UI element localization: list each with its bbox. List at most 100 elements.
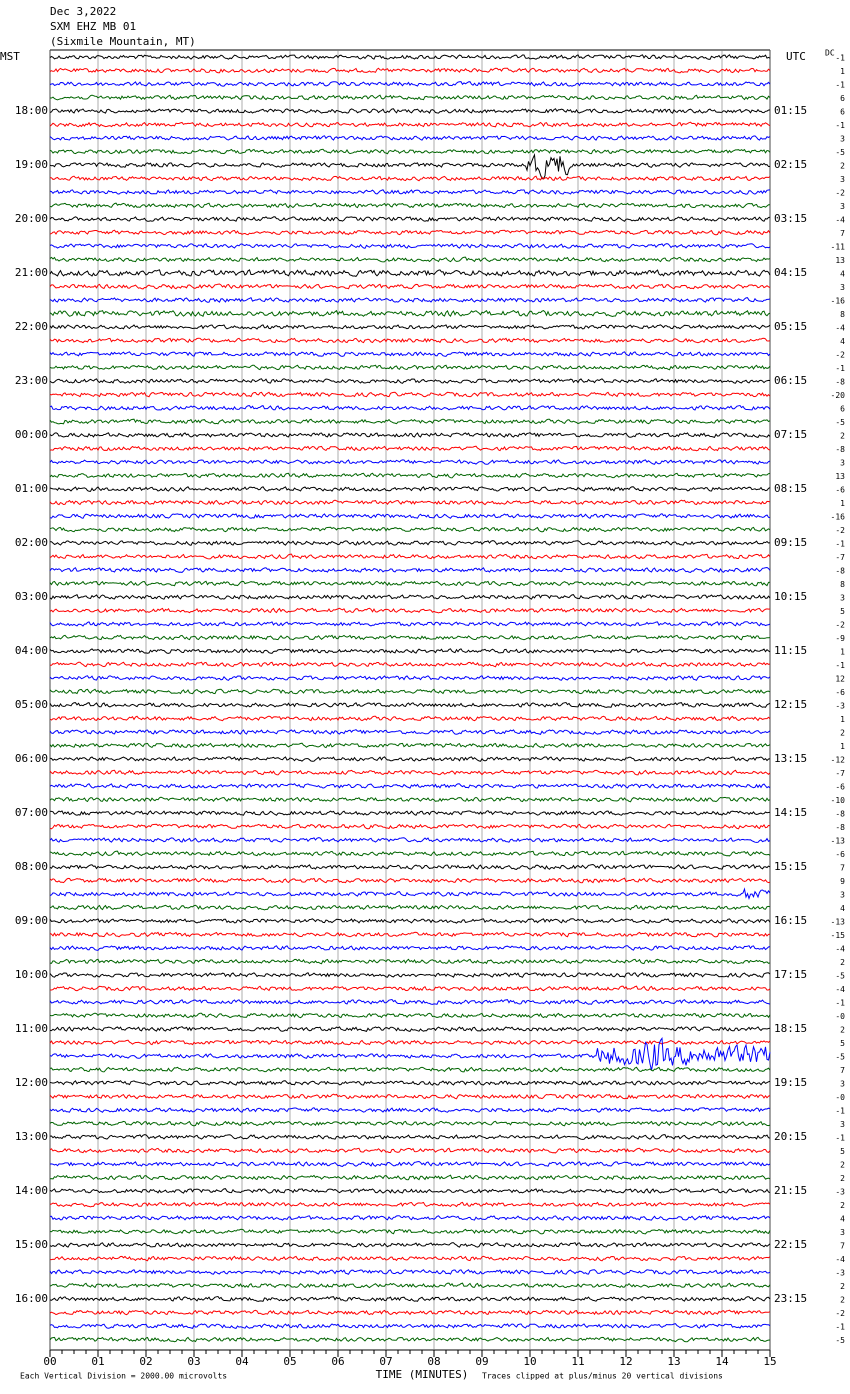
- dc-offset: -8: [835, 823, 845, 832]
- utc-label: 20:15: [774, 1130, 807, 1143]
- trace: [49, 297, 771, 303]
- trace: [49, 54, 771, 60]
- trace: [49, 850, 771, 857]
- trace: [49, 729, 771, 736]
- trace: [49, 1120, 771, 1127]
- dc-offset: 3: [840, 459, 845, 468]
- utc-label: 12:15: [774, 698, 807, 711]
- dc-offset: -1: [835, 121, 845, 130]
- x-axis-label: TIME (MINUTES): [376, 1368, 469, 1381]
- dc-offset: -2: [835, 189, 845, 198]
- dc-offset: 1: [840, 499, 845, 508]
- trace: [49, 823, 771, 830]
- mst-label: 15:00: [15, 1238, 48, 1251]
- dc-offset: -12: [831, 756, 846, 765]
- dc-offset: 7: [840, 864, 845, 873]
- dc-offset: 3: [840, 594, 845, 603]
- trace: [49, 135, 771, 141]
- mst-label: 16:00: [15, 1292, 48, 1305]
- dc-offset: 3: [840, 175, 845, 184]
- utc-label: 18:15: [774, 1022, 807, 1035]
- utc-label: 19:15: [774, 1076, 807, 1089]
- dc-offset: 7: [840, 1242, 845, 1251]
- trace: [49, 796, 771, 803]
- trace: [49, 904, 771, 911]
- trace: [49, 634, 771, 641]
- mst-label: 02:00: [15, 536, 48, 549]
- dc-offset: -5: [835, 418, 845, 427]
- trace: [49, 877, 771, 884]
- utc-label: 23:15: [774, 1292, 807, 1305]
- x-tick-label: 07: [379, 1355, 392, 1368]
- dc-offset: 3: [840, 1120, 845, 1129]
- mst-label: 08:00: [15, 860, 48, 873]
- x-tick-label: 08: [427, 1355, 440, 1368]
- trace: [49, 337, 771, 344]
- mst-label: 22:00: [15, 320, 48, 333]
- dc-offset: -5: [835, 1336, 845, 1345]
- utc-label: 07:15: [774, 428, 807, 441]
- trace: [49, 688, 771, 695]
- x-tick-label: 13: [667, 1355, 680, 1368]
- x-tick-label: 15: [763, 1355, 776, 1368]
- dc-offset: 8: [840, 310, 845, 319]
- dc-offset: -2: [835, 351, 845, 360]
- dc-offset: 2: [840, 1174, 845, 1183]
- trace: [49, 1228, 771, 1235]
- dc-offset: -2: [835, 1309, 845, 1318]
- utc-label: 21:15: [774, 1184, 807, 1197]
- x-tick-label: 05: [283, 1355, 296, 1368]
- dc-offset: -1: [835, 1134, 845, 1143]
- trace: [49, 324, 771, 330]
- trace: [49, 1336, 771, 1343]
- trace: [49, 243, 771, 249]
- dc-offset: -5: [835, 1053, 845, 1062]
- mst-label: 21:00: [15, 266, 48, 279]
- dc-offset: 2: [840, 432, 845, 441]
- trace: [49, 594, 771, 600]
- dc-offset: 3: [840, 891, 845, 900]
- dc-offset: 9: [840, 877, 845, 886]
- trace: [49, 513, 771, 519]
- dc-offset: -4: [835, 324, 845, 333]
- dc-offset: 2: [840, 1201, 845, 1210]
- x-tick-label: 01: [91, 1355, 104, 1368]
- utc-label: 14:15: [774, 806, 807, 819]
- dc-offset: -16: [831, 513, 846, 522]
- trace: [49, 189, 771, 195]
- footer-right: Traces clipped at plus/minus 20 vertical…: [482, 1372, 723, 1381]
- trace: [49, 863, 771, 870]
- trace: [49, 486, 771, 492]
- dc-offset: 5: [840, 1147, 845, 1156]
- trace: [49, 783, 771, 789]
- trace: [49, 391, 771, 398]
- dc-offset: -4: [835, 216, 845, 225]
- utc-label: 06:15: [774, 374, 807, 387]
- trace: [49, 202, 770, 209]
- utc-label: 17:15: [774, 968, 807, 981]
- dc-offset: 13: [835, 256, 845, 265]
- utc-label: 13:15: [774, 752, 807, 765]
- dc-offset: -8: [835, 445, 845, 454]
- dc-offset: 4: [840, 1215, 845, 1224]
- x-tick-label: 10: [523, 1355, 536, 1368]
- title-location: (Sixmile Mountain, MT): [50, 35, 196, 48]
- dc-offset: -5: [835, 972, 845, 981]
- trace: [49, 459, 771, 465]
- trace: [49, 1323, 771, 1330]
- dc-offset: 2: [840, 162, 845, 171]
- dc-offset: -1: [835, 661, 845, 670]
- trace: [50, 661, 771, 668]
- trace: [49, 445, 771, 452]
- dc-offset: -6: [835, 486, 845, 495]
- dc-offset: -4: [835, 945, 845, 954]
- trace: [49, 675, 771, 681]
- trace: [49, 309, 771, 318]
- dc-offset: -4: [835, 985, 845, 994]
- dc-offset: -1: [835, 1107, 845, 1116]
- trace: [49, 418, 771, 425]
- trace: [49, 1107, 771, 1113]
- x-tick-label: 00: [43, 1355, 56, 1368]
- utc-label: 01:15: [774, 104, 807, 117]
- trace: [49, 472, 771, 479]
